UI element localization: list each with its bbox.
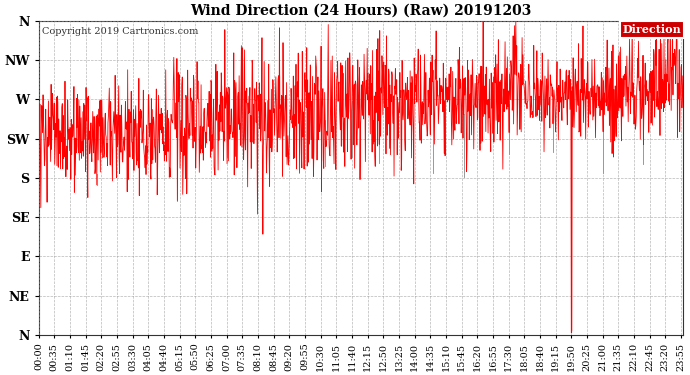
Text: Direction: Direction	[623, 24, 682, 35]
Title: Wind Direction (24 Hours) (Raw) 20191203: Wind Direction (24 Hours) (Raw) 20191203	[190, 4, 531, 18]
Text: Copyright 2019 Cartronics.com: Copyright 2019 Cartronics.com	[42, 27, 198, 36]
